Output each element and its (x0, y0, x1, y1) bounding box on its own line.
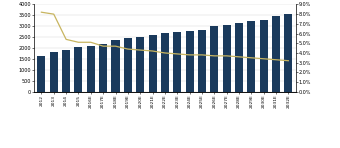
Bar (284, 14, 292, 92)
Bar (112, 40, 120, 92)
Bar (247, 21, 255, 92)
Bar (37, 56, 46, 92)
Bar (136, 37, 144, 92)
Bar (260, 20, 268, 92)
Bar (210, 26, 218, 92)
Bar (272, 16, 280, 92)
Bar (99, 44, 107, 92)
Bar (173, 32, 181, 92)
Bar (62, 50, 70, 92)
Bar (149, 35, 156, 92)
Bar (161, 33, 169, 92)
Bar (235, 23, 243, 92)
Bar (50, 53, 58, 92)
Bar (74, 47, 83, 92)
Bar (198, 30, 206, 92)
Bar (87, 46, 95, 92)
Bar (223, 25, 231, 92)
Bar (124, 38, 132, 92)
Bar (186, 31, 193, 92)
